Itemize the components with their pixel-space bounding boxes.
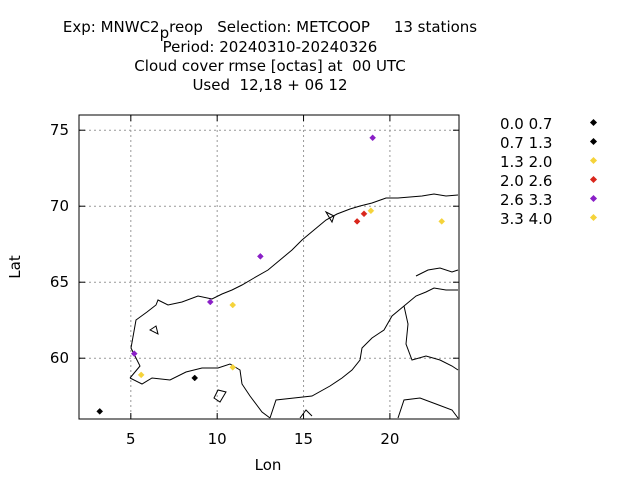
legend-swatch-1	[589, 137, 598, 146]
data-point-9	[367, 207, 375, 215]
y-tick-label-2: 70	[50, 197, 69, 215]
grid-lines	[79, 115, 459, 419]
data-point-11	[369, 134, 376, 142]
legend-swatch-3	[589, 175, 598, 184]
legend: 0.0 0.7 0.7 1.3 1.3 2.0 2.0 2.6 2.6 3.3 3.3 4…	[500, 115, 610, 229]
x-tick-label-0: 5	[126, 430, 136, 448]
data-point-1	[191, 374, 199, 382]
axis-ticks	[79, 115, 459, 419]
legend-entry-2: 1.3 2.0	[500, 153, 610, 172]
data-point-8	[353, 218, 361, 225]
legend-entry-0: 0.0 0.7	[500, 115, 610, 134]
data-point-6	[206, 298, 214, 306]
chart-title-line3: Cloud cover rmse [octas] at 00 UTC	[134, 57, 406, 75]
legend-entry-4: 2.6 3.3	[500, 191, 610, 210]
chart-title-line4: Used 12,18 + 06 12	[192, 76, 348, 94]
data-point-4	[229, 363, 237, 371]
legend-label-0: 0.0 0.7	[500, 115, 553, 133]
data-point-10	[438, 218, 446, 225]
y-tick-label-1: 65	[50, 273, 69, 291]
data-point-2	[130, 350, 138, 357]
legend-swatch-0	[589, 118, 598, 127]
data-points	[96, 134, 446, 415]
y-axis-label: Lat	[6, 255, 24, 279]
plot-frame	[78, 114, 460, 420]
legend-label-5: 3.3 4.0	[500, 210, 553, 228]
data-point-0	[96, 408, 104, 415]
legend-swatch-2	[589, 156, 598, 165]
legend-swatch-5	[589, 213, 598, 222]
data-point-3	[137, 371, 145, 379]
data-point-5	[229, 301, 237, 309]
y-tick-label-3: 75	[50, 121, 69, 139]
data-point-12	[360, 210, 368, 218]
chart-title-line1: Exp: MNWC2preop Selection: METCOOP 13 st…	[62, 18, 478, 42]
x-axis-label: Lon	[255, 456, 282, 474]
y-tick-label-0: 60	[50, 349, 69, 367]
legend-entry-5: 3.3 4.0	[500, 210, 610, 229]
data-point-7	[257, 253, 264, 260]
legend-entry-3: 2.0 2.6	[500, 172, 610, 191]
legend-label-2: 1.3 2.0	[500, 153, 553, 171]
legend-entry-1: 0.7 1.3	[500, 134, 610, 153]
x-tick-label-2: 15	[294, 430, 313, 448]
x-tick-label-3: 20	[380, 430, 399, 448]
x-tick-label-1: 10	[208, 430, 227, 448]
legend-label-1: 0.7 1.3	[500, 134, 553, 152]
legend-label-4: 2.6 3.3	[500, 191, 553, 209]
legend-swatch-4	[589, 194, 598, 203]
coastline-map	[129, 193, 459, 419]
legend-label-3: 2.0 2.6	[500, 172, 553, 190]
tick-labels: 5 10 15 20 60 65 70 75	[50, 121, 400, 448]
chart-title-line2: Period: 20240310-20240326	[162, 38, 378, 56]
